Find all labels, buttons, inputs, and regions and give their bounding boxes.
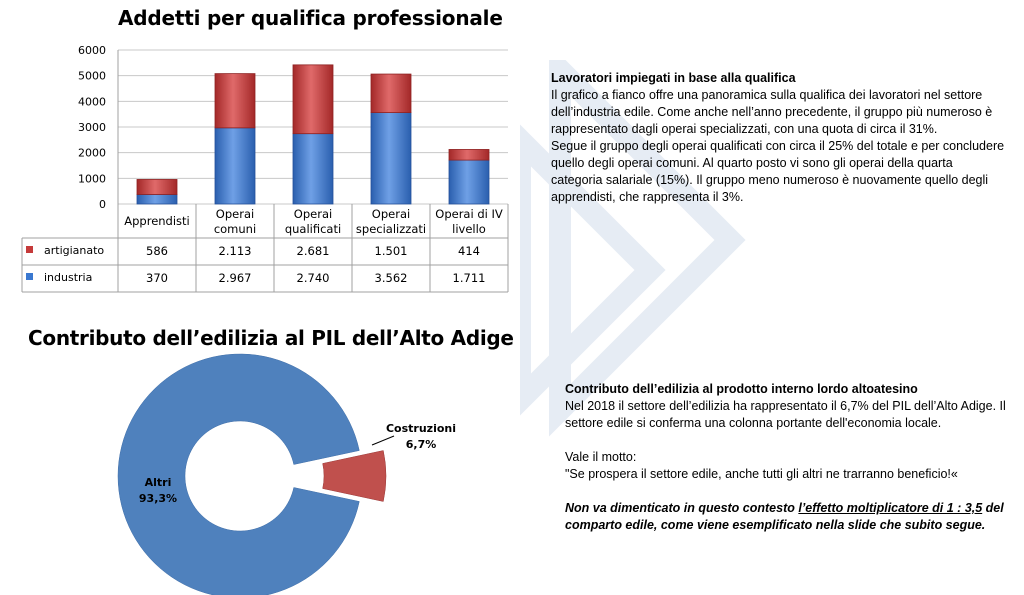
slice-label-value: 6,7% xyxy=(406,438,437,451)
y-tick-label: 1000 xyxy=(78,172,106,185)
text-line: quello degli operai comuni. Al quarto po… xyxy=(551,156,953,170)
bar-artigianato xyxy=(214,73,256,129)
category-label: Apprendisti xyxy=(124,214,190,228)
category-label: Operai xyxy=(294,207,332,221)
watermark-diamond xyxy=(520,60,746,437)
slice-altri xyxy=(117,353,360,595)
table-cell-value: 414 xyxy=(458,244,480,258)
text-heading: Lavoratori impiegati in base alla qualif… xyxy=(551,71,796,85)
text-block-pil: Contributo dell’edilizia al prodotto int… xyxy=(565,381,1020,534)
bar-artigianato xyxy=(292,64,334,135)
legend-key-artigianato xyxy=(26,246,33,253)
y-tick-label: 0 xyxy=(99,198,106,211)
y-tick-label: 6000 xyxy=(78,44,106,57)
y-tick-label: 4000 xyxy=(78,95,106,108)
table-cell-value: 2.740 xyxy=(297,271,330,285)
category-label: qualificati xyxy=(285,222,341,236)
category-label: livello xyxy=(452,222,486,236)
text-line: Nel 2018 il settore dell’edilizia ha rap… xyxy=(565,399,1006,413)
y-tick-label: 2000 xyxy=(78,147,106,160)
legend-label: industria xyxy=(44,271,92,284)
bar-industria xyxy=(292,133,334,205)
table-cell-value: 3.562 xyxy=(375,271,408,285)
table-cell-value: 2.681 xyxy=(297,244,330,258)
category-label: comuni xyxy=(214,222,256,236)
bar-industria xyxy=(370,112,412,205)
leader-line xyxy=(371,435,395,446)
y-tick-label: 3000 xyxy=(78,121,106,134)
text-line: Il grafico a fianco offre una panoramica… xyxy=(551,88,983,102)
donut-chart: Costruzioni 6,7% Altri 93,3% xyxy=(117,353,456,595)
bar-industria xyxy=(214,127,256,205)
bar-industria xyxy=(136,194,178,205)
table-cell-value: 2.967 xyxy=(219,271,252,285)
category-label: Operai xyxy=(372,207,410,221)
bar-industria xyxy=(448,159,490,205)
text-heading: Contributo dell’edilizia al prodotto int… xyxy=(565,382,918,396)
bar-artigianato xyxy=(448,149,490,161)
category-label: Operai di IV xyxy=(435,207,503,221)
multiplier-highlight: l’effetto moltiplicatore di 1 : 3,5 xyxy=(798,501,983,515)
table-cell-value: 586 xyxy=(146,244,168,258)
text-line: settore edile si conferma una colonna po… xyxy=(565,416,942,430)
table-cell-value: 2.113 xyxy=(219,244,252,258)
text-block-qualifica: Lavoratori impiegati in base alla qualif… xyxy=(551,70,1011,206)
category-label: Operai xyxy=(216,207,254,221)
motto: "Se prospera il settore edile, anche tut… xyxy=(565,467,958,481)
y-tick-label: 5000 xyxy=(78,70,106,83)
slice-costruzioni xyxy=(322,450,387,502)
bar-artigianato xyxy=(136,179,178,195)
table-cell-value: 1.711 xyxy=(453,271,486,285)
text-line: Segue il gruppo degli operai qualificati… xyxy=(551,139,1005,153)
legend-label: artigianato xyxy=(44,244,104,257)
motto-intro: Vale il motto: xyxy=(565,450,637,464)
final-note: Non va dimenticato in questo contesto l’… xyxy=(565,501,1004,515)
legend-key-industria xyxy=(26,273,33,280)
table-cell-value: 370 xyxy=(146,271,168,285)
pie-chart-title: Contributo dell’edilizia al PIL dell’Alt… xyxy=(28,326,514,350)
bar-artigianato xyxy=(370,73,412,113)
text-line: dell’industria edile. Come anche nell’an… xyxy=(551,105,993,119)
final-note-line2: comparto edile, come viene esemplificato… xyxy=(565,518,986,532)
bar-chart-title: Addetti per qualifica professionale xyxy=(118,6,503,30)
slice-label-name: Altri xyxy=(145,476,172,489)
category-label: specializzati xyxy=(356,222,426,236)
table-cell-value: 1.501 xyxy=(375,244,408,258)
slice-label-name: Costruzioni xyxy=(386,422,456,435)
text-line: categoria salariale (15%). Il gruppo men… xyxy=(551,173,989,187)
text-line: apprendisti, che rappresenta il 3%. xyxy=(551,190,744,204)
bar-chart: 0 1000 2000 3000 4000 5000 6000 Apprendisti Oper… xyxy=(21,44,509,293)
text-line: rappresentato dagli operai specializzati… xyxy=(551,122,938,136)
slice-label-value: 93,3% xyxy=(139,492,177,505)
